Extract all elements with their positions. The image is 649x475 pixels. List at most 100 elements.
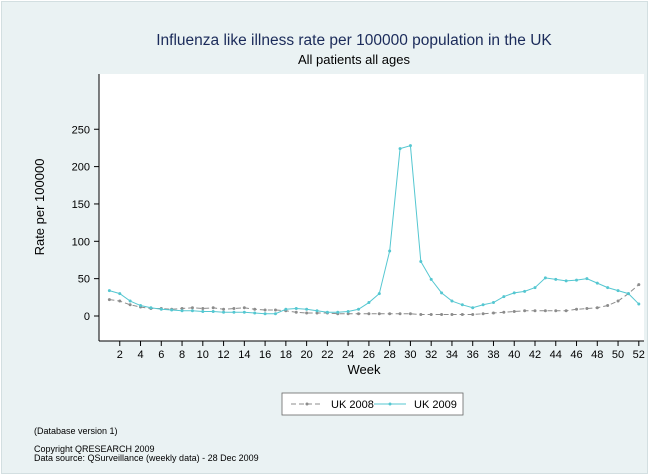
series-1-point <box>242 306 246 310</box>
y-tick-label: 200 <box>72 162 90 174</box>
series-line-1 <box>109 284 640 316</box>
series-1-point <box>585 307 589 311</box>
series-1-point <box>450 313 454 317</box>
series-2-point <box>626 292 630 296</box>
series-1-point <box>107 298 111 302</box>
series-2-point <box>440 291 444 295</box>
series-2-point <box>564 279 568 283</box>
x-tick-label: 32 <box>425 349 437 361</box>
series-1-point <box>502 310 506 314</box>
series-1-point <box>471 313 475 317</box>
x-tick-label: 4 <box>137 349 143 361</box>
plot-area <box>99 74 644 341</box>
series-2-point <box>502 295 506 299</box>
series-2-point <box>450 299 454 303</box>
x-tick-label: 24 <box>342 349 354 361</box>
series-2-point <box>315 309 319 313</box>
series-1-point <box>419 313 423 317</box>
series-layer <box>107 144 641 317</box>
series-1-point <box>201 307 205 311</box>
series-1-point <box>408 312 412 316</box>
legend-box <box>281 392 464 416</box>
y-tick-label: 150 <box>72 199 90 211</box>
x-tick-label: 10 <box>197 349 209 361</box>
series-1-point <box>315 311 319 315</box>
series-1-point <box>595 306 599 310</box>
series-1-point <box>273 308 277 312</box>
x-tick-label: 48 <box>591 349 603 361</box>
series-1-point <box>564 309 568 313</box>
y-tick-label: 0 <box>84 311 90 323</box>
x-tick-label: 50 <box>612 349 624 361</box>
x-axis-label: Week <box>348 362 381 377</box>
series-2-point <box>367 301 371 305</box>
series-1-point <box>190 306 194 310</box>
data-source-note: Data source: QSurveillance (weekly data)… <box>34 453 259 463</box>
series-2-point <box>554 277 558 281</box>
x-tick-label: 6 <box>158 349 164 361</box>
series-1-point <box>294 310 298 314</box>
legend-label-2: UK 2009 <box>414 399 457 411</box>
series-2-point <box>273 312 277 316</box>
x-tick-label: 38 <box>487 349 499 361</box>
series-2-point <box>429 277 433 281</box>
series-2-point <box>201 310 205 314</box>
series-2-point <box>305 307 309 311</box>
series-2-point <box>481 303 485 307</box>
x-tick-label: 40 <box>508 349 520 361</box>
series-2-point <box>263 312 267 316</box>
y-axis-label: Rate per 100000 <box>32 159 47 256</box>
series-2-point <box>232 310 236 314</box>
series-1-point <box>128 303 132 307</box>
series-1-point <box>575 307 579 311</box>
series-2-point <box>149 306 153 310</box>
series-1-point <box>305 311 309 315</box>
series-1-point <box>491 311 495 315</box>
series-1-point <box>180 307 184 311</box>
series-1-point <box>429 313 433 317</box>
series-2-point <box>616 289 620 293</box>
chart-title: Influenza like illness rate per 100000 p… <box>156 32 552 49</box>
x-tick-label: 44 <box>550 349 562 361</box>
series-1-point <box>377 312 381 316</box>
series-1-point <box>512 310 516 314</box>
series-2-point <box>336 310 340 314</box>
series-1-point <box>543 309 547 313</box>
x-tick-label: 18 <box>280 349 292 361</box>
series-2-point <box>253 311 257 315</box>
series-1-point <box>440 313 444 317</box>
series-1-point <box>606 304 610 308</box>
series-2-point <box>346 310 350 314</box>
series-line-2 <box>109 145 640 315</box>
series-1-point <box>398 312 402 316</box>
series-2-point <box>595 281 599 285</box>
legend-label-1: UK 2008 <box>331 399 374 411</box>
series-2-point <box>170 308 174 312</box>
series-2-point <box>139 304 143 308</box>
legend: UK 2008 UK 2009 <box>281 392 464 416</box>
x-tick-label: 30 <box>404 349 416 361</box>
series-1-point <box>211 306 215 310</box>
series-2-point <box>128 299 132 303</box>
x-tick-label: 14 <box>238 349 250 361</box>
x-tick-label: 34 <box>446 349 458 361</box>
series-1-point <box>346 312 350 316</box>
series-1-point <box>554 309 558 313</box>
series-2-point <box>159 307 163 311</box>
series-1-point <box>533 309 537 313</box>
series-2-point <box>512 291 516 295</box>
series-1-point <box>253 307 257 311</box>
series-1-point <box>232 307 236 311</box>
x-tick-label: 8 <box>179 349 185 361</box>
series-2-point <box>180 309 184 313</box>
series-1-point <box>388 312 392 316</box>
series-2-point <box>523 289 527 293</box>
x-tick-label: 42 <box>529 349 541 361</box>
series-2-point <box>419 259 423 263</box>
series-2-point <box>585 277 589 281</box>
series-1-point <box>481 312 485 316</box>
x-tick-label: 22 <box>321 349 333 361</box>
series-2-point <box>190 309 194 313</box>
